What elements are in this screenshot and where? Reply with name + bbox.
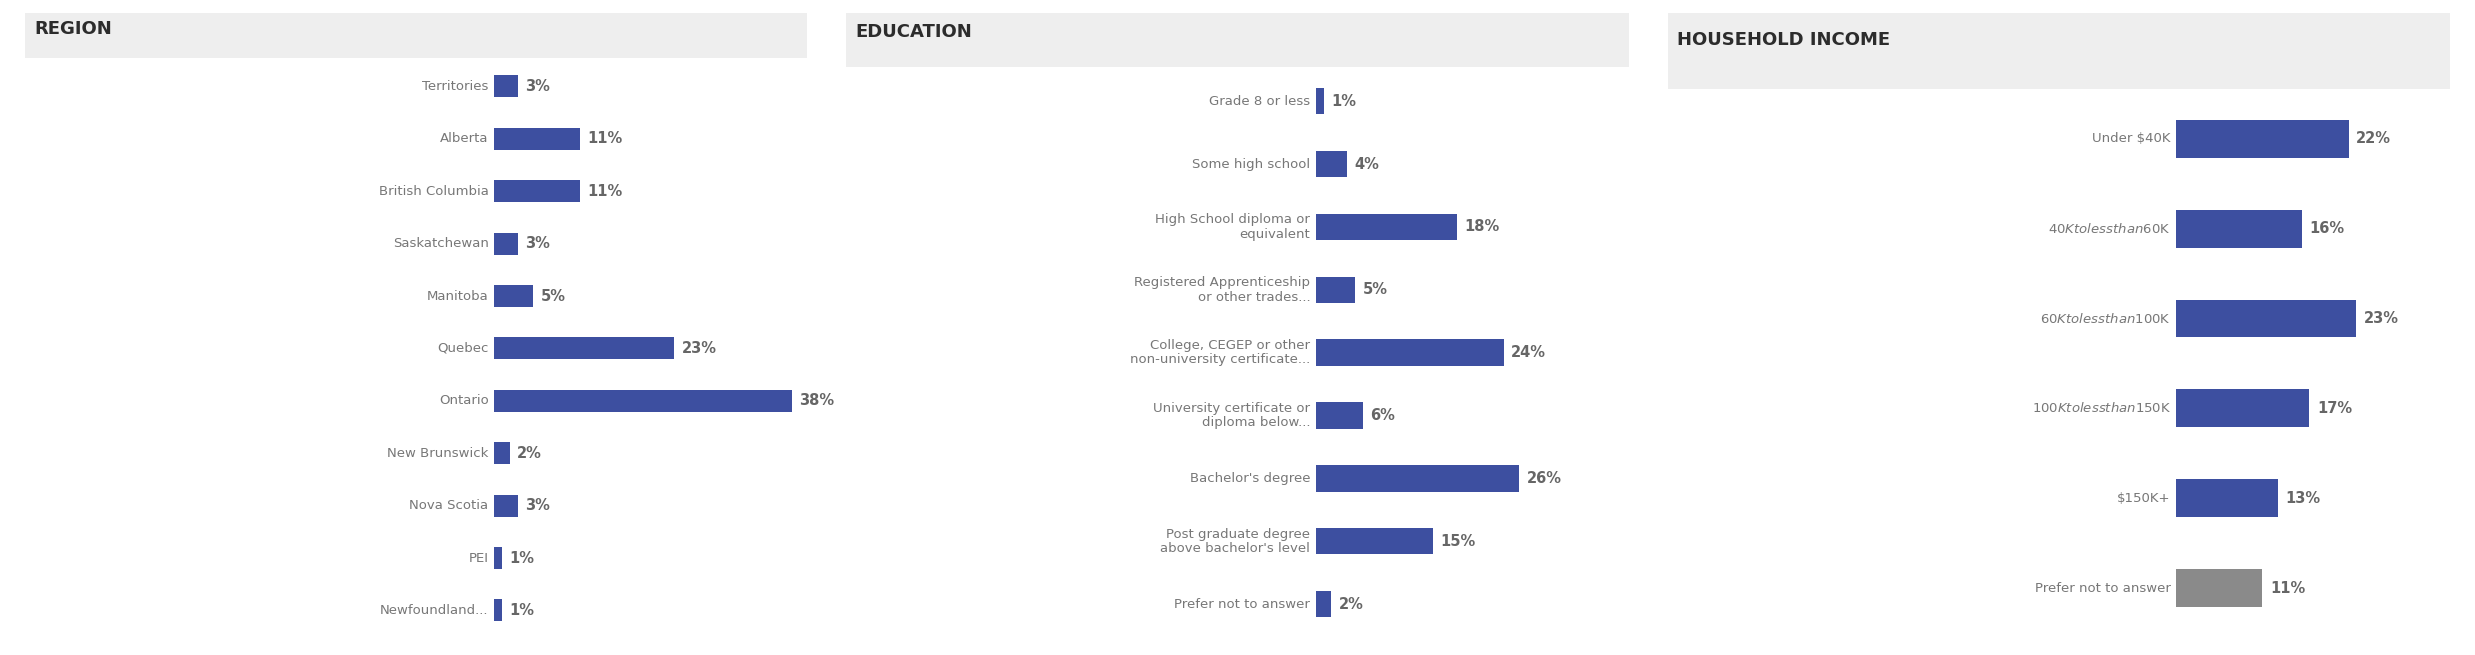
Bar: [495, 337, 673, 360]
Text: $40K to less than $60K: $40K to less than $60K: [2049, 221, 2171, 236]
Text: REGION: REGION: [35, 20, 111, 38]
Text: 11%: 11%: [587, 132, 624, 146]
Bar: [495, 390, 792, 412]
Bar: [1317, 591, 1332, 618]
Bar: [495, 442, 510, 464]
Text: Alberta: Alberta: [441, 132, 488, 145]
Bar: [25, 13, 807, 58]
Bar: [495, 233, 517, 255]
Text: 13%: 13%: [2284, 491, 2322, 506]
Text: PEI: PEI: [468, 552, 488, 565]
Text: Grade 8 or less: Grade 8 or less: [1208, 94, 1309, 107]
Text: New Brunswick: New Brunswick: [386, 447, 488, 460]
Text: 6%: 6%: [1371, 408, 1396, 423]
Bar: [495, 180, 579, 202]
Text: College, CEGEP or other
non-university certificate...: College, CEGEP or other non-university c…: [1131, 339, 1309, 366]
Text: 2%: 2%: [1339, 597, 1364, 612]
Text: 3%: 3%: [525, 236, 549, 251]
Bar: [495, 128, 579, 150]
Bar: [2176, 210, 2302, 248]
Text: 3%: 3%: [525, 79, 549, 94]
Bar: [846, 13, 1629, 67]
Text: 22%: 22%: [2356, 132, 2391, 146]
Bar: [2176, 569, 2262, 607]
Bar: [495, 285, 532, 307]
Text: 2%: 2%: [517, 446, 542, 460]
Text: $100K to less than $150K: $100K to less than $150K: [2032, 402, 2171, 415]
Text: 5%: 5%: [540, 289, 567, 303]
Bar: [495, 599, 502, 622]
Text: Registered Apprenticeship
or other trades...: Registered Apprenticeship or other trade…: [1134, 276, 1309, 303]
Bar: [495, 495, 517, 517]
Text: High School diploma or
equivalent: High School diploma or equivalent: [1156, 213, 1309, 240]
Text: 1%: 1%: [510, 603, 535, 618]
Text: 11%: 11%: [2270, 580, 2304, 595]
Text: 23%: 23%: [2364, 311, 2398, 326]
Text: 24%: 24%: [1510, 345, 1547, 360]
Text: HOUSEHOLD INCOME: HOUSEHOLD INCOME: [1678, 31, 1891, 49]
Text: 5%: 5%: [1361, 282, 1388, 297]
Text: 18%: 18%: [1465, 219, 1500, 234]
Text: $60K to less than $100K: $60K to less than $100K: [2039, 312, 2171, 326]
Bar: [1317, 214, 1458, 240]
Text: Quebec: Quebec: [438, 342, 488, 355]
Bar: [1317, 465, 1520, 492]
Text: 16%: 16%: [2309, 221, 2344, 236]
Text: 38%: 38%: [799, 394, 834, 408]
Bar: [495, 75, 517, 98]
Text: 3%: 3%: [525, 498, 549, 513]
Text: Some high school: Some high school: [1193, 157, 1309, 170]
Text: Ontario: Ontario: [438, 394, 488, 407]
Text: University certificate or
diploma below...: University certificate or diploma below.…: [1153, 402, 1309, 429]
Text: Saskatchewan: Saskatchewan: [394, 237, 488, 250]
Text: Prefer not to answer: Prefer not to answer: [2034, 582, 2171, 595]
Text: British Columbia: British Columbia: [379, 185, 488, 198]
Text: Under $40K: Under $40K: [2091, 132, 2171, 145]
Text: Newfoundland...: Newfoundland...: [381, 604, 488, 617]
Bar: [495, 547, 502, 569]
Text: 26%: 26%: [1527, 471, 1562, 486]
Text: 1%: 1%: [510, 551, 535, 565]
Text: Nova Scotia: Nova Scotia: [408, 499, 488, 512]
Text: Bachelor's degree: Bachelor's degree: [1190, 472, 1309, 485]
Text: Manitoba: Manitoba: [426, 290, 488, 303]
Bar: [2176, 120, 2349, 158]
Text: 23%: 23%: [681, 341, 718, 356]
Text: EDUCATION: EDUCATION: [856, 23, 973, 41]
Text: $150K+: $150K+: [2116, 492, 2171, 504]
Bar: [1317, 528, 1433, 555]
Text: Territories: Territories: [423, 80, 488, 93]
Bar: [2176, 479, 2277, 517]
Bar: [1317, 151, 1346, 178]
Bar: [1317, 276, 1354, 303]
Bar: [2176, 299, 2356, 337]
Text: 17%: 17%: [2317, 401, 2351, 416]
Bar: [1317, 88, 1324, 115]
Bar: [1668, 13, 2450, 90]
Bar: [2176, 390, 2309, 427]
Text: Post graduate degree
above bachelor's level: Post graduate degree above bachelor's le…: [1161, 527, 1309, 555]
Text: 4%: 4%: [1354, 157, 1379, 172]
Bar: [1317, 402, 1364, 429]
Text: 1%: 1%: [1332, 94, 1356, 109]
Text: 15%: 15%: [1440, 534, 1475, 549]
Bar: [1317, 339, 1502, 366]
Text: 11%: 11%: [587, 184, 624, 198]
Text: Prefer not to answer: Prefer not to answer: [1173, 597, 1309, 610]
